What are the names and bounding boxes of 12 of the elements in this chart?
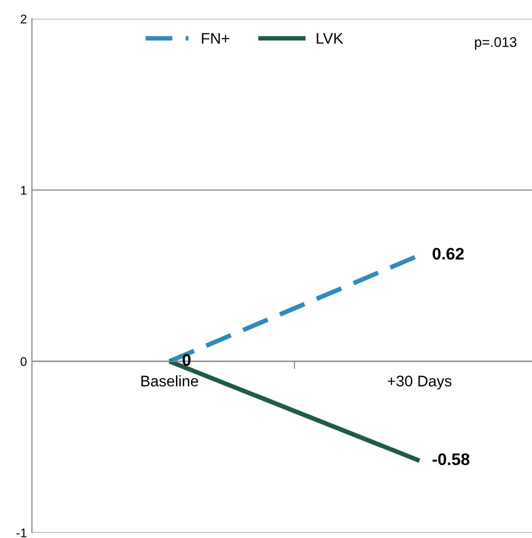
x-tick-label: Baseline [141, 375, 198, 386]
data-label: -0.58 [432, 453, 470, 466]
y-tick-label: -1 [16, 528, 26, 538]
y-tick-label: 0 [20, 357, 27, 366]
annotation: p=.013 [475, 37, 516, 50]
data-label: 0.62 [432, 248, 464, 260]
data-label: 0 [182, 354, 191, 366]
legend-label: LVK [316, 33, 344, 44]
x-tick-label: +30 Days [388, 376, 452, 390]
y-tick-label: 2 [20, 14, 26, 24]
legend-label: FN+ [202, 33, 230, 44]
y-tick-label: 1 [21, 186, 26, 195]
